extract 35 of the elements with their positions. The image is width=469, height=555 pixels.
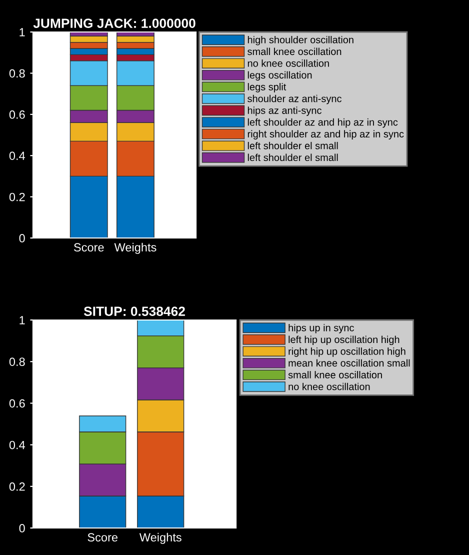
legend-label: no knee oscillation [288,382,370,390]
legend-label: left shoulder el small [248,154,338,162]
legend-label: left shoulder el small [248,142,338,150]
y-tick-label: 0.2 [9,192,25,202]
y-tick-label: 0.6 [9,110,25,119]
y-tick-label: 0 [19,524,25,532]
legend-label: left shoulder az and hip az in sync [248,118,398,128]
chart-title: SITUP: 0.538462 [84,306,185,316]
x-tick-label: Score [74,243,104,252]
legend-label: high shoulder oscillation [248,36,354,46]
y-tick-label: 0.6 [9,399,25,408]
y-tick-label: 0 [19,234,25,242]
y-tick-label: 0.4 [9,152,26,160]
y-tick-label: 0.8 [9,358,25,366]
legend-label: legs oscillation [248,71,312,81]
chart-title: JUMPING JACK: 1.000000 [33,18,196,28]
legend-label: hips up in sync [288,324,354,334]
legend-label: small knee oscillation [248,48,342,56]
x-tick-label: Weights [139,532,182,544]
legend-label: right hip up oscillation high [288,348,406,357]
legend-label: left hip up oscillation high [288,336,400,346]
legend-label: small knee oscillation [288,371,382,378]
legend-label: legs split [248,83,286,92]
y-tick-label: 1 [20,28,25,36]
x-tick-label: Score [88,533,118,542]
y-tick-label: 0.8 [9,69,25,78]
y-tick-label: 0.2 [9,482,25,491]
x-tick-label: Weights [114,242,156,254]
y-tick-label: 0.4 [9,440,26,450]
legend-label: hips az anti-sync [248,106,322,116]
legend-label: shoulder az anti-sync [248,94,342,104]
legend-label: mean knee oscillation small [288,359,410,367]
legend-label: no knee oscillation [248,60,329,67]
y-tick-label: 1 [20,316,25,324]
legend-label: right shoulder az and hip az in sync [248,130,404,140]
